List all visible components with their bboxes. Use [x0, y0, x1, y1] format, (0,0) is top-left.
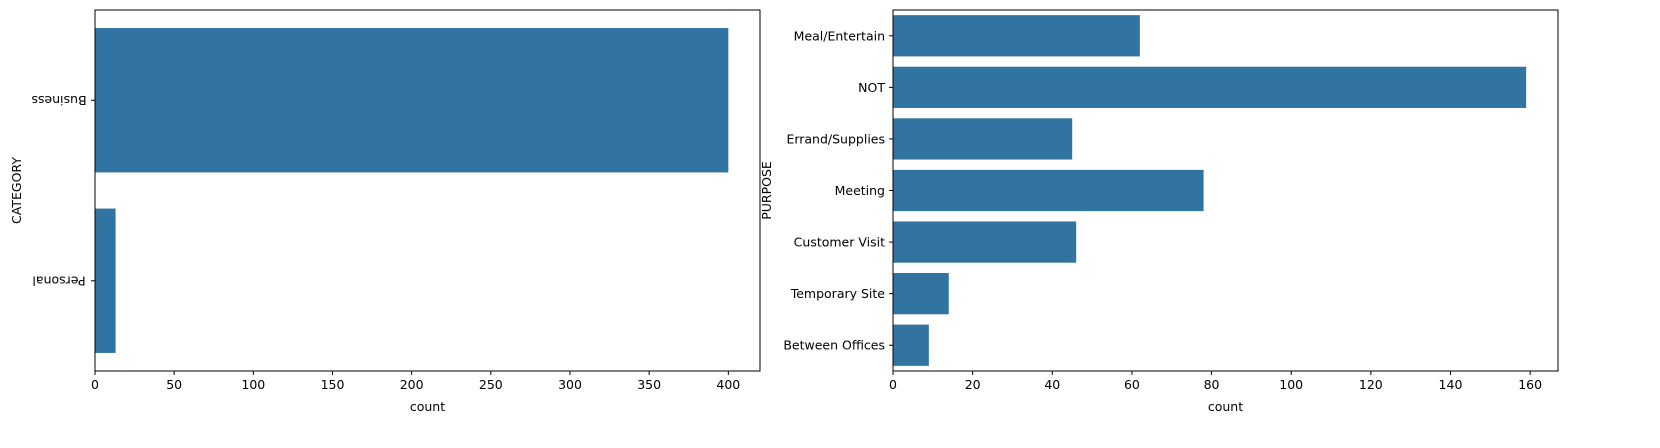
bar [893, 169, 1204, 212]
bar [893, 221, 1077, 263]
bar [893, 273, 949, 315]
bar [95, 208, 116, 353]
x-tick-label: 350 [637, 377, 661, 392]
x-axis-label: count [410, 399, 445, 414]
x-tick-label: 40 [1044, 377, 1060, 392]
x-tick-label: 200 [400, 377, 424, 392]
y-axis-label: PURPOSE [759, 161, 774, 220]
plot-frame [892, 9, 1559, 372]
bar [95, 28, 729, 173]
x-tick-label: 0 [889, 377, 897, 392]
x-tick-label: 0 [91, 377, 99, 392]
x-tick-label: 50 [166, 377, 182, 392]
y-tick-label: Errand/Supplies [786, 131, 885, 146]
purpose-count-chart: Meal/Entertain NOT Errand/Supplies Meeting C… [759, 9, 1559, 414]
y-tick-label: Temporary Site [790, 286, 886, 301]
y-tick-label: Customer Visit [794, 235, 885, 250]
y-axis-label: CATEGORY [9, 157, 24, 224]
bar [893, 118, 1073, 160]
x-tick-label: 80 [1204, 377, 1220, 392]
x-tick-label: 20 [965, 377, 981, 392]
y-tick-label: NOT [858, 80, 885, 95]
x-tick-label: 120 [1359, 377, 1383, 392]
y-tick-label: Meeting [835, 183, 885, 198]
bar [893, 324, 929, 366]
x-tick-label: 300 [558, 377, 582, 392]
x-tick-label: 60 [1124, 377, 1140, 392]
x-axis-label: count [1208, 399, 1243, 414]
x-tick-label: 140 [1439, 377, 1463, 392]
bar [893, 66, 1527, 108]
x-tick-label: 150 [321, 377, 345, 392]
x-tick-label: 100 [1279, 377, 1303, 392]
category-count-chart: Business Personal 0 50 100 150 200 250 300 350 400… [9, 9, 761, 414]
plot-frame [94, 9, 761, 372]
x-tick-label: 160 [1518, 377, 1542, 392]
x-tick-label: 250 [479, 377, 503, 392]
y-tick-label: Between Offices [783, 338, 885, 353]
y-tick-label: Business [31, 93, 86, 108]
x-tick-label: 400 [716, 377, 740, 392]
bar [893, 15, 1140, 57]
y-tick-label: Meal/Entertain [794, 28, 885, 43]
x-tick-label: 100 [241, 377, 265, 392]
y-tick-label: Personal [32, 273, 85, 288]
